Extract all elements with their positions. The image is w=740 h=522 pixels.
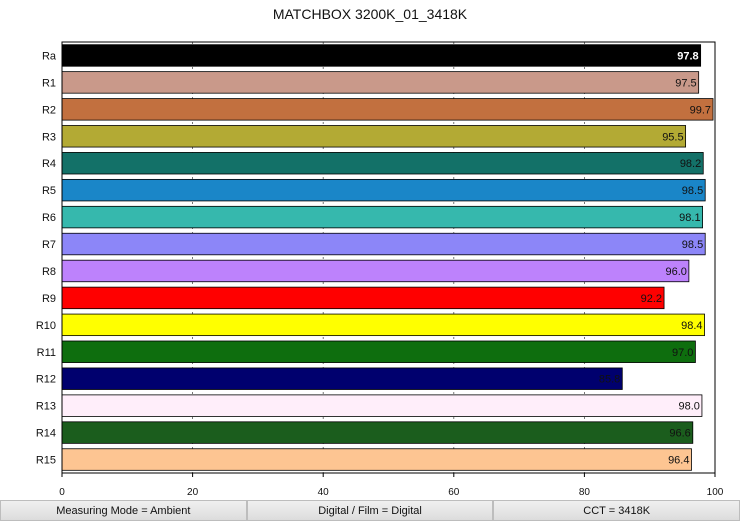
value-label: 96.6 bbox=[669, 428, 690, 440]
category-label: R7 bbox=[42, 239, 56, 251]
bar bbox=[61, 205, 703, 229]
x-tick-label: 20 bbox=[187, 487, 199, 498]
value-label: 98.2 bbox=[680, 158, 701, 170]
value-label: 92.2 bbox=[641, 293, 662, 305]
bar-chart: Ra 97.8 R1 97.5 R2 99.7 R3 95.5 R4 98.2 R5 98.5 R6 98… bbox=[36, 41, 724, 498]
status-footer: Measuring Mode = Ambient Digital / Film … bbox=[0, 500, 740, 521]
bar bbox=[61, 125, 687, 148]
category-label: R3 bbox=[42, 131, 56, 143]
category-label: Ra bbox=[42, 50, 57, 62]
value-label: 96.0 bbox=[665, 266, 686, 278]
category-label: R8 bbox=[42, 266, 56, 278]
bar bbox=[61, 44, 702, 67]
bar bbox=[61, 71, 700, 94]
bar bbox=[61, 98, 714, 121]
category-label: R11 bbox=[37, 347, 56, 359]
x-tick-label: 100 bbox=[707, 487, 724, 498]
x-tick-label: 0 bbox=[59, 487, 65, 498]
category-label: R10 bbox=[36, 320, 56, 332]
bar bbox=[61, 152, 704, 175]
bar bbox=[61, 286, 665, 310]
bar bbox=[61, 448, 692, 471]
x-tick-label: 40 bbox=[318, 487, 330, 498]
bar bbox=[61, 178, 706, 202]
category-label: R13 bbox=[36, 401, 56, 413]
category-label: R5 bbox=[42, 185, 56, 197]
digital-film-status: Digital / Film = Digital bbox=[246, 500, 494, 521]
category-label: R14 bbox=[36, 428, 56, 440]
chart-title: MATCHBOX 3200K_01_3418K bbox=[272, 6, 468, 22]
bar bbox=[61, 367, 623, 390]
x-tick-label: 60 bbox=[448, 487, 460, 498]
category-label: R4 bbox=[42, 158, 56, 170]
category-label: R12 bbox=[36, 374, 56, 386]
category-label: R15 bbox=[36, 455, 56, 467]
bars: Ra 97.8 R1 97.5 R2 99.7 R3 95.5 R4 98.2 R5 98.5 R6 98… bbox=[36, 44, 714, 471]
category-label: R2 bbox=[42, 104, 56, 116]
x-axis: 0 20 40 60 80 100 bbox=[59, 473, 724, 498]
value-label: 97.5 bbox=[675, 77, 696, 89]
category-label: R6 bbox=[42, 212, 56, 224]
cct-status: CCT = 3418K bbox=[493, 500, 740, 521]
value-label: 96.4 bbox=[668, 455, 689, 467]
value-label: 98.0 bbox=[679, 401, 700, 413]
value-label: 98.5 bbox=[682, 185, 703, 197]
value-label: 98.5 bbox=[682, 239, 703, 251]
plot-frame bbox=[61, 41, 716, 474]
bar bbox=[61, 259, 690, 283]
bar bbox=[61, 232, 706, 256]
value-label: 99.7 bbox=[690, 104, 711, 116]
value-label: 98.4 bbox=[681, 320, 702, 332]
value-label: 97.0 bbox=[672, 347, 693, 359]
bar bbox=[61, 421, 694, 444]
measuring-mode-status: Measuring Mode = Ambient bbox=[0, 500, 247, 521]
value-label: 95.5 bbox=[662, 131, 683, 143]
x-tick-label: 80 bbox=[579, 487, 591, 498]
value-label: 97.8 bbox=[677, 50, 698, 62]
category-label: R9 bbox=[42, 293, 56, 305]
bar bbox=[61, 313, 705, 337]
bar bbox=[61, 340, 696, 363]
bar bbox=[61, 394, 703, 417]
value-label: 98.1 bbox=[679, 212, 700, 224]
value-label: 85.8 bbox=[599, 374, 620, 386]
category-label: R1 bbox=[42, 77, 56, 89]
